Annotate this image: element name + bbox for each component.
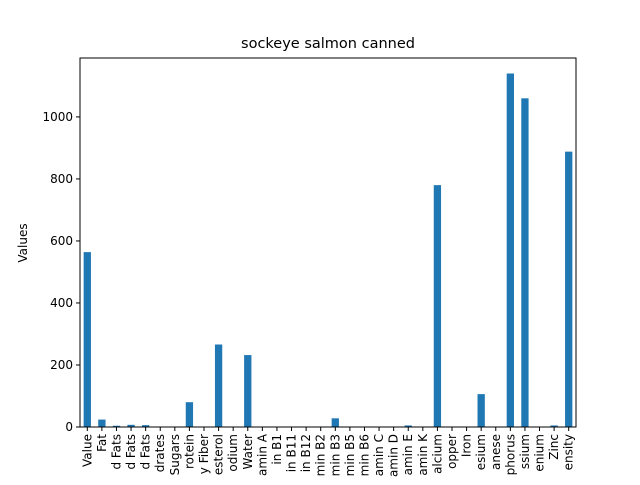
x-tick-label: Sugars <box>168 434 182 475</box>
y-tick-label: 600 <box>50 234 73 248</box>
y-tick-label: 0 <box>65 420 73 434</box>
x-tick-label: Fat <box>95 434 109 452</box>
x-tick-label: d Fats <box>124 434 138 470</box>
x-tick-label: in B1 <box>270 434 284 465</box>
bar <box>214 344 223 427</box>
x-tick-label: Iron <box>460 434 474 457</box>
bar <box>142 425 150 427</box>
x-tick-label: Value <box>80 434 94 467</box>
bar <box>550 425 558 427</box>
bar <box>244 355 252 427</box>
bar <box>331 418 339 427</box>
x-tick-label: in B11 <box>285 434 299 472</box>
x-tick-label: amin D <box>387 434 401 477</box>
bar <box>477 394 485 427</box>
bar <box>127 424 135 427</box>
x-tick-label: alcium <box>430 434 444 474</box>
x-tick-label: amin K <box>416 433 430 476</box>
y-axis-ticks: 0 200 400 600 800 1000 <box>42 110 80 434</box>
x-tick-label: esterol <box>212 434 226 475</box>
bar <box>83 252 91 427</box>
x-axis-ticks: Value Fat d Fats d Fats d Fats drates Sugars ro… <box>80 427 576 477</box>
x-tick-label: Water <box>241 434 255 470</box>
x-tick-label: amin C <box>372 434 386 476</box>
x-tick-label: amin E <box>401 434 415 475</box>
x-tick-label: esium <box>474 434 488 470</box>
x-tick-label: amin A <box>255 433 269 476</box>
x-tick-label: anese <box>489 434 503 470</box>
y-tick-label: 200 <box>50 358 73 372</box>
x-tick-label: ensity <box>562 434 576 470</box>
x-tick-label: d Fats <box>139 434 153 470</box>
x-tick-label: phorus <box>503 434 517 475</box>
y-tick-label: 400 <box>50 296 73 310</box>
x-tick-label: rotein <box>182 434 196 469</box>
x-tick-label: min B6 <box>357 434 371 476</box>
bar <box>565 151 573 427</box>
x-tick-label: d Fats <box>109 434 123 470</box>
x-tick-label: enium <box>533 434 547 472</box>
x-tick-label: min B5 <box>343 434 357 476</box>
bars <box>83 73 573 428</box>
bar <box>404 425 412 427</box>
x-tick-label: y Fiber <box>197 434 211 474</box>
bar <box>521 98 529 428</box>
x-tick-label: min B3 <box>328 434 342 476</box>
bar <box>185 402 194 427</box>
x-tick-label: ssium <box>518 434 532 469</box>
plot-frame <box>79 57 577 428</box>
y-axis-label: Values <box>16 223 30 262</box>
y-tick-label: 800 <box>50 172 73 186</box>
x-tick-label: drates <box>153 434 167 472</box>
bar <box>506 73 514 427</box>
bar <box>112 425 121 427</box>
x-tick-label: Zinc <box>547 434 561 460</box>
chart-title: sockeye salmon canned <box>241 36 415 52</box>
y-tick-label: 1000 <box>42 110 73 124</box>
x-tick-label: opper <box>445 434 459 469</box>
bar <box>433 185 442 427</box>
bar <box>98 419 106 427</box>
x-tick-label: odium <box>226 434 240 472</box>
x-tick-label: in B12 <box>299 434 313 472</box>
x-tick-label: min B2 <box>314 434 328 476</box>
